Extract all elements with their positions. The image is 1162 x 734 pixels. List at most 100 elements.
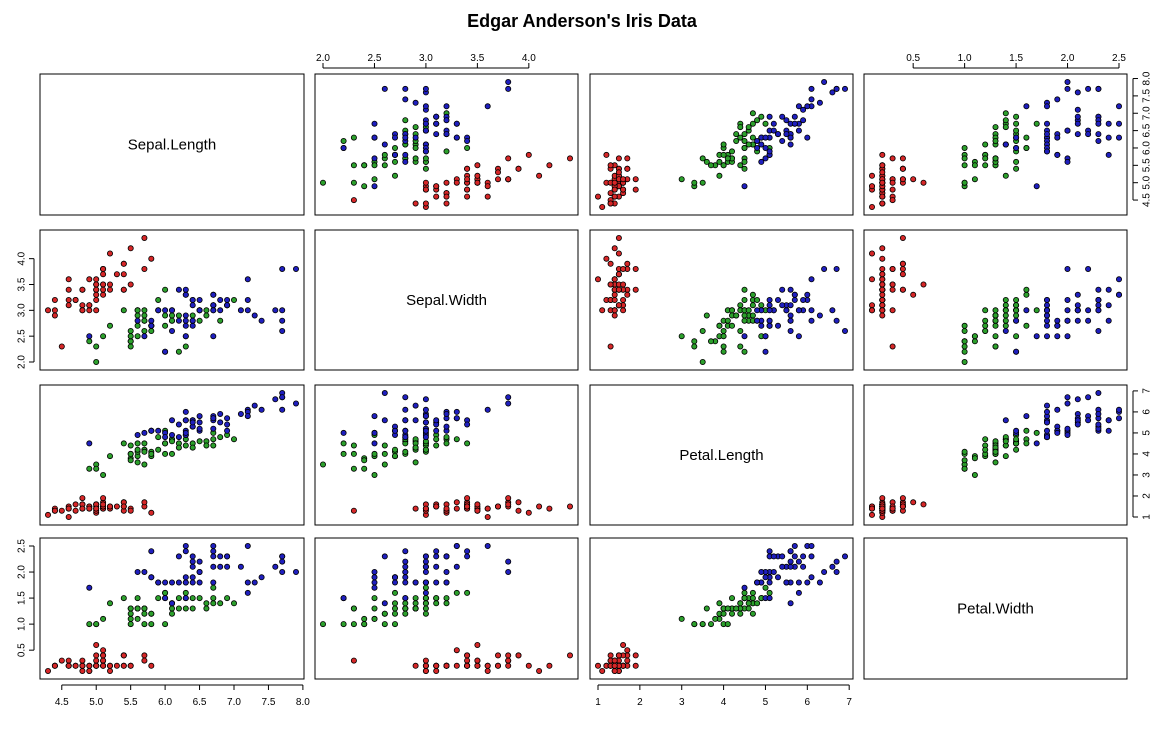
data-point	[899, 165, 906, 172]
data-point	[433, 436, 440, 443]
data-point	[749, 291, 756, 298]
data-point	[787, 286, 794, 293]
data-point	[182, 429, 189, 436]
data-point	[603, 255, 610, 262]
data-point	[1074, 120, 1081, 127]
data-point	[758, 158, 765, 165]
data-point	[899, 495, 906, 502]
data-point	[422, 155, 429, 162]
data-point	[141, 621, 148, 628]
data-point	[279, 265, 286, 272]
data-point	[182, 291, 189, 298]
data-point	[182, 589, 189, 596]
data-point	[381, 85, 388, 92]
data-point	[787, 558, 794, 565]
data-point	[141, 652, 148, 659]
data-point	[371, 471, 378, 478]
data-point	[189, 553, 196, 560]
data-point	[237, 410, 244, 417]
data-point	[433, 548, 440, 555]
data-point	[971, 455, 978, 462]
data-point	[749, 589, 756, 596]
data-point	[971, 338, 978, 345]
data-point	[453, 134, 460, 141]
data-point	[869, 183, 876, 190]
data-point	[1002, 417, 1009, 424]
data-point	[65, 302, 72, 309]
data-point	[189, 296, 196, 303]
data-point	[175, 286, 182, 293]
data-point	[961, 155, 968, 162]
data-point	[422, 579, 429, 586]
tick-label: 5.0	[1141, 175, 1152, 189]
data-point	[443, 569, 450, 576]
data-point	[93, 296, 100, 303]
data-point	[505, 501, 512, 508]
data-point	[196, 579, 203, 586]
data-point	[620, 176, 627, 183]
data-point	[632, 186, 639, 193]
data-point	[100, 471, 107, 478]
data-point	[494, 503, 501, 510]
data-point	[567, 503, 574, 510]
data-point	[182, 605, 189, 612]
data-point	[453, 436, 460, 443]
data-point	[992, 155, 999, 162]
panel-frame	[863, 384, 1128, 526]
data-point	[65, 276, 72, 283]
tick-label: 1.5	[1009, 53, 1023, 64]
data-point	[217, 434, 224, 441]
data-point	[453, 563, 460, 570]
tick-label: 4	[721, 697, 727, 708]
data-point	[100, 615, 107, 622]
data-point	[515, 165, 522, 172]
data-point	[371, 183, 378, 190]
data-point	[443, 434, 450, 441]
tick-label: 6	[805, 697, 811, 708]
data-point	[134, 595, 141, 602]
data-point	[443, 103, 450, 110]
data-point	[224, 553, 231, 560]
panel-frame	[314, 384, 579, 526]
data-point	[422, 186, 429, 193]
data-point	[381, 553, 388, 560]
data-point	[134, 569, 141, 576]
data-point	[708, 621, 715, 628]
data-point	[203, 605, 210, 612]
data-point	[45, 511, 52, 518]
data-point	[453, 415, 460, 422]
data-point	[505, 662, 512, 669]
data-point	[453, 179, 460, 186]
data-point	[93, 505, 100, 512]
data-point	[422, 427, 429, 434]
data-point	[632, 662, 639, 669]
data-point	[1023, 440, 1030, 447]
data-point	[58, 343, 65, 350]
data-point	[162, 348, 169, 355]
data-point	[787, 141, 794, 148]
data-point	[787, 563, 794, 570]
data-point	[779, 553, 786, 560]
data-point	[86, 333, 93, 340]
data-point	[433, 120, 440, 127]
data-point	[210, 307, 217, 314]
data-point	[920, 501, 927, 508]
data-point	[86, 662, 93, 669]
data-point	[100, 647, 107, 654]
data-point	[1095, 85, 1102, 92]
data-point	[371, 120, 378, 127]
data-point	[808, 553, 815, 560]
tick-label: 7.5	[1141, 89, 1152, 103]
data-point	[196, 438, 203, 445]
data-point	[93, 621, 100, 628]
data-point	[433, 595, 440, 602]
data-point	[148, 574, 155, 581]
tick-label: 6.0	[158, 697, 172, 708]
data-point	[1054, 429, 1061, 436]
data-point	[93, 662, 100, 669]
data-point	[79, 662, 86, 669]
data-point	[842, 85, 849, 92]
data-point	[783, 117, 790, 124]
data-point	[141, 440, 148, 447]
data-point	[1085, 85, 1092, 92]
